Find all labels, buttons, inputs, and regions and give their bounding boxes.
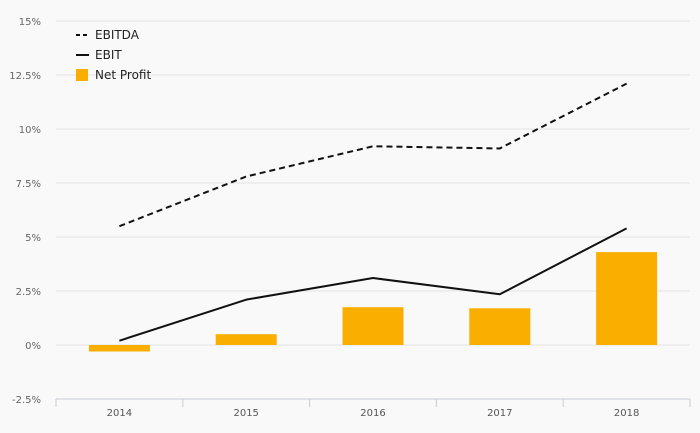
legend-item-net-profit[interactable]: Net Profit [76,68,151,82]
legend: EBITDA EBIT Net Profit [76,28,151,82]
legend-label: Net Profit [95,68,151,82]
x-tick-label-2018: 2018 [614,408,639,419]
line-series [119,82,628,342]
x-tick-label-2015: 2015 [233,408,258,419]
y-axis: -2.5% 0% 2.5% 5% 7.5% 10% 12.5% 15% [9,17,41,406]
net-profit-bars [88,252,658,352]
x-tick-label-2016: 2016 [360,408,385,419]
y-tick-label: 0% [25,341,41,352]
y-tick-label: 15% [19,17,41,28]
gridlines [56,20,690,400]
ebitda-line [119,82,628,228]
y-tick-label: 2.5% [16,287,41,298]
ebit-line [119,227,628,342]
net-profit-bar-2017 [469,308,531,345]
y-tick-label: 10% [19,125,41,136]
net-profit-bar-2015 [215,334,277,345]
legend-item-ebit[interactable]: EBIT [76,48,122,62]
legend-label: EBIT [95,48,122,62]
x-tick-label-2014: 2014 [107,408,132,419]
y-tick-label: 5% [25,233,41,244]
net-profit-bar-2018 [596,252,658,345]
y-tick-label: -2.5% [12,395,41,406]
x-axis: 2014 2015 2016 2017 2018 [55,398,691,419]
legend-label: EBITDA [95,28,140,42]
y-tick-label: 12.5% [9,71,41,82]
x-tick-label-2017: 2017 [487,408,512,419]
net-profit-bar-2016 [342,307,404,345]
legend-swatch-net-profit [76,69,88,81]
net-profit-bar-2014 [88,345,150,352]
legend-item-ebitda[interactable]: EBITDA [76,28,140,42]
y-tick-label: 7.5% [16,179,41,190]
